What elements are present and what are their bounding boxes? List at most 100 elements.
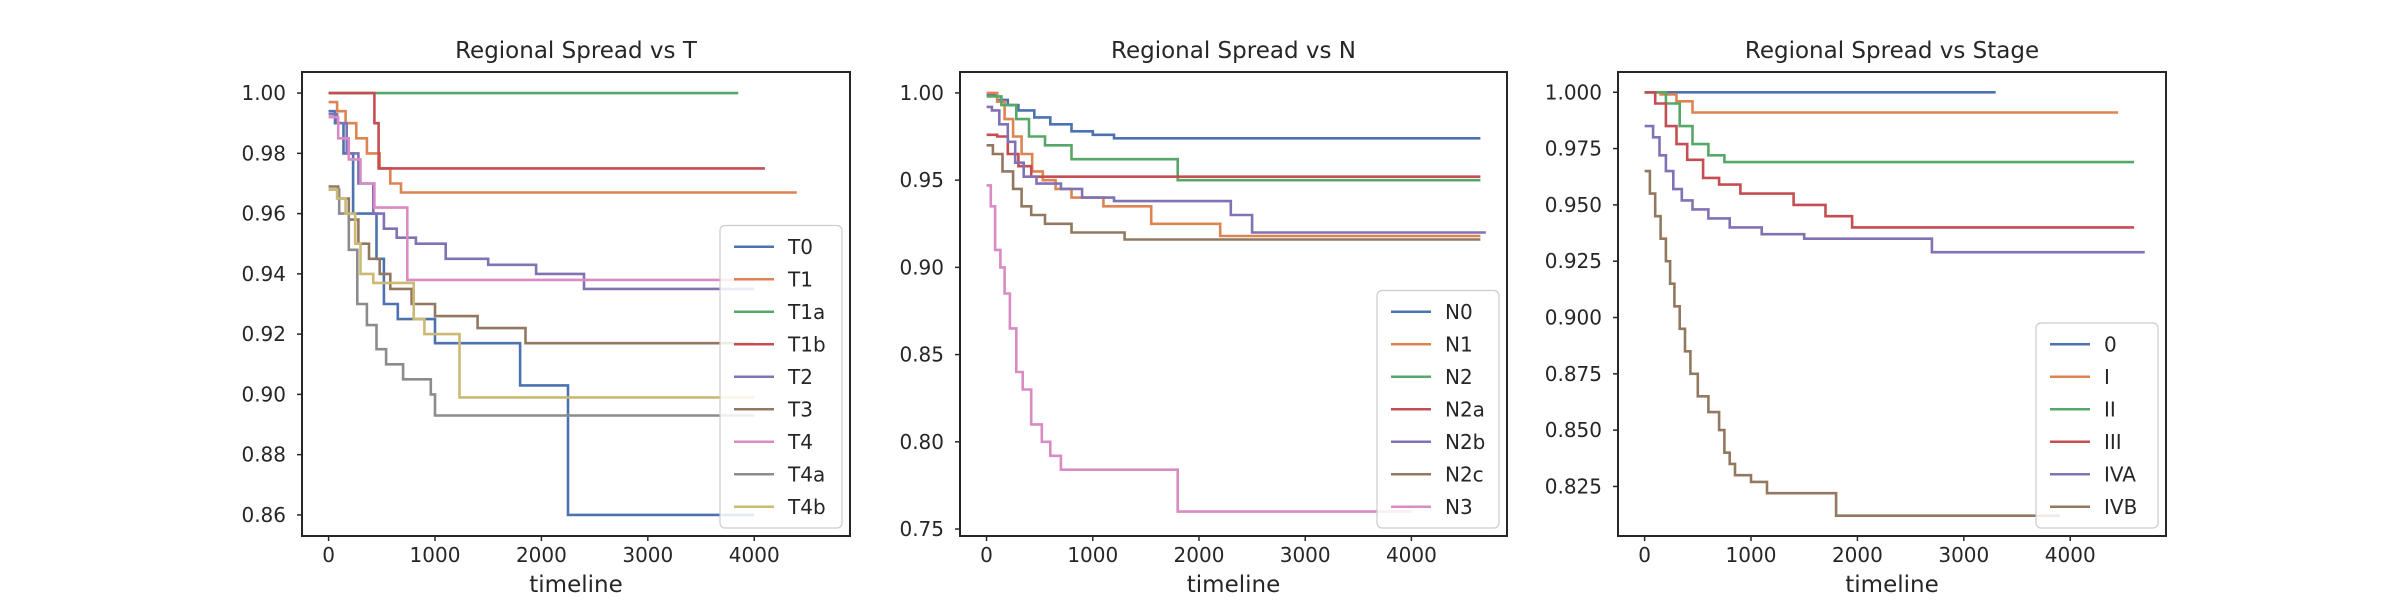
chart-panel-t: Regional Spread vs T 0 1000 2000 3000 4000 0.8… bbox=[241, 38, 851, 598]
legend-label-n1: N1 bbox=[1445, 332, 1473, 356]
legend-label-ivb: IVB bbox=[2104, 495, 2137, 519]
x-axis-label: timeline bbox=[1845, 572, 1938, 598]
legend: T0 T1 T1a T1b T2 T3 T4 T4a T4b bbox=[719, 224, 843, 529]
legend-label-t4a: T4a bbox=[787, 462, 825, 486]
y-tick-label: 1.00 bbox=[899, 81, 944, 105]
series-line-n3 bbox=[986, 184, 1412, 513]
series-line-ii bbox=[1644, 91, 2135, 164]
y-tick-label: 0.925 bbox=[1545, 249, 1602, 273]
x-tick-label: 2000 bbox=[1832, 543, 1883, 567]
series-group bbox=[328, 91, 797, 517]
x-axis-label: timeline bbox=[1187, 572, 1280, 598]
y-tick-label: 0.875 bbox=[1545, 362, 1602, 386]
series-line-t4 bbox=[328, 115, 755, 282]
series-line-iii bbox=[1644, 91, 2135, 229]
legend-label-ii: II bbox=[2104, 397, 2116, 421]
x-tick-label: 1000 bbox=[1067, 543, 1118, 567]
y-tick-label: 1.00 bbox=[241, 81, 286, 105]
legend-label-n2b: N2b bbox=[1445, 430, 1485, 454]
legend-label-iii: III bbox=[2104, 430, 2122, 454]
y-tick-label: 0.975 bbox=[1545, 137, 1602, 161]
y-tick-label: 0.95 bbox=[899, 168, 944, 192]
y-tick-label: 0.92 bbox=[241, 322, 286, 346]
chart-panel-n: Regional Spread vs N 0 1000 2000 3000 4000 0.7… bbox=[899, 38, 1508, 598]
y-tick-label: 0.96 bbox=[241, 202, 286, 226]
x-tick-label: 1000 bbox=[1726, 543, 1777, 567]
series-line-t0 bbox=[328, 109, 755, 517]
series-line-t2 bbox=[328, 112, 755, 291]
legend-label-n0: N0 bbox=[1445, 300, 1473, 324]
chart-title: Regional Spread vs T bbox=[455, 38, 698, 64]
legend-label-t1: T1 bbox=[787, 267, 813, 291]
series-line-n2 bbox=[986, 95, 1481, 182]
legend-box bbox=[1376, 289, 1500, 529]
legend-box bbox=[719, 224, 843, 529]
legend-label-0: 0 bbox=[2104, 332, 2117, 356]
series-line-t3 bbox=[328, 185, 755, 345]
y-tick-label: 0.950 bbox=[1545, 193, 1602, 217]
series-line-t1b bbox=[328, 91, 765, 170]
legend-label-t4b: T4b bbox=[787, 495, 826, 519]
y-tick-label: 0.850 bbox=[1545, 418, 1602, 442]
series-line-iva bbox=[1644, 124, 2145, 254]
series-group bbox=[1644, 91, 2145, 517]
legend-label-t3: T3 bbox=[787, 397, 813, 421]
y-tick-label: 0.86 bbox=[241, 503, 286, 527]
legend-label-t1b: T1b bbox=[787, 332, 826, 356]
x-tick-label: 0 bbox=[322, 543, 335, 567]
x-tick-label: 0 bbox=[980, 543, 993, 567]
y-tick-label: 0.94 bbox=[241, 262, 286, 286]
legend-label-iva: IVA bbox=[2104, 462, 2136, 486]
legend-label-n2: N2 bbox=[1445, 365, 1473, 389]
series-line-i bbox=[1644, 91, 2119, 114]
legend-label-t4: T4 bbox=[787, 430, 813, 454]
y-tick-label: 0.825 bbox=[1545, 474, 1602, 498]
series-line-t4a bbox=[328, 188, 755, 417]
x-tick-label: 2000 bbox=[516, 543, 567, 567]
y-tick-label: 0.98 bbox=[241, 141, 286, 165]
chart-panel-stage: Regional Spread vs Stage 0 1000 2000 3000 400… bbox=[1545, 38, 2167, 598]
series-line-n0 bbox=[986, 93, 1481, 140]
y-tick-label: 0.88 bbox=[241, 443, 286, 467]
chart-title: Regional Spread vs N bbox=[1111, 38, 1356, 64]
y-tick-label: 0.90 bbox=[241, 382, 286, 406]
x-axis-label: timeline bbox=[529, 572, 622, 598]
legend: N0 N1 N2 N2a N2b N2c N3 bbox=[1376, 289, 1500, 529]
legend-label-t0: T0 bbox=[787, 235, 813, 259]
x-tick-label: 1000 bbox=[410, 543, 461, 567]
series-line-n2c bbox=[986, 144, 1481, 241]
x-tick-label: 4000 bbox=[1386, 543, 1437, 567]
series-line-n2b bbox=[986, 105, 1486, 234]
legend-label-t2: T2 bbox=[787, 365, 813, 389]
y-tick-label: 0.75 bbox=[899, 517, 944, 541]
legend-label-i: I bbox=[2104, 365, 2110, 389]
legend-label-t1a: T1a bbox=[787, 300, 825, 324]
x-tick-label: 3000 bbox=[622, 543, 673, 567]
x-tick-label: 4000 bbox=[2045, 543, 2096, 567]
series-line-ivb bbox=[1644, 169, 2060, 517]
y-tick-label: 0.900 bbox=[1545, 306, 1602, 330]
axes-frame bbox=[301, 71, 851, 537]
x-tick-label: 0 bbox=[1638, 543, 1651, 567]
y-tick-label: 0.85 bbox=[899, 343, 944, 367]
legend-label-n2a: N2a bbox=[1445, 397, 1485, 421]
chart-title: Regional Spread vs Stage bbox=[1745, 38, 2039, 64]
x-tick-label: 3000 bbox=[1280, 543, 1331, 567]
y-tick-label: 0.80 bbox=[899, 430, 944, 454]
legend-box bbox=[2035, 322, 2159, 529]
x-tick-label: 4000 bbox=[729, 543, 780, 567]
legend-label-n3: N3 bbox=[1445, 495, 1473, 519]
series-group bbox=[986, 91, 1486, 513]
y-tick-label: 1.000 bbox=[1545, 80, 1602, 104]
x-tick-label: 2000 bbox=[1174, 543, 1225, 567]
series-line-n2a bbox=[986, 133, 1481, 178]
axes-frame bbox=[959, 71, 1508, 537]
legend-label-n2c: N2c bbox=[1445, 462, 1484, 486]
y-tick-label: 0.90 bbox=[899, 255, 944, 279]
axes-frame bbox=[1617, 71, 2167, 537]
series-line-t1 bbox=[328, 100, 797, 194]
series-line-t4b bbox=[328, 188, 755, 399]
x-tick-label: 3000 bbox=[1938, 543, 1989, 567]
